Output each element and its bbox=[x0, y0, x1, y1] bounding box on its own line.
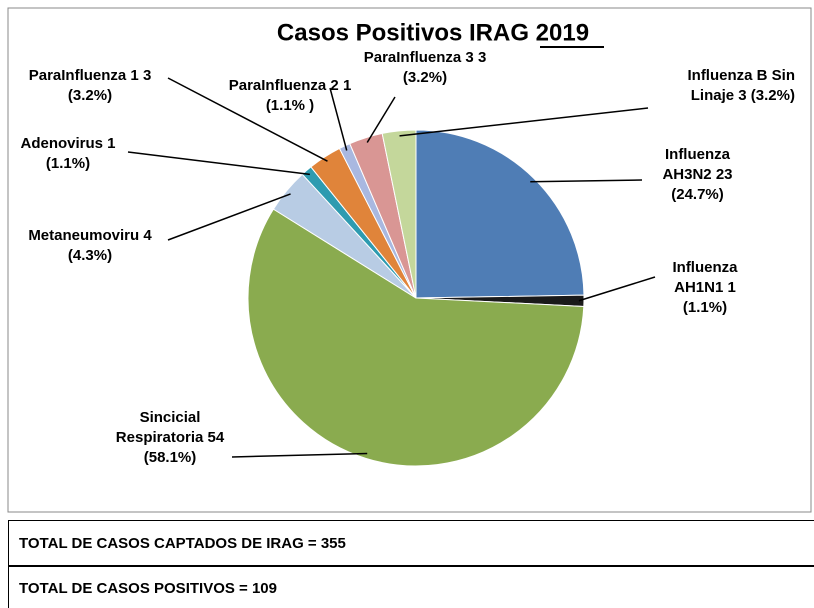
leader-line bbox=[167, 193, 291, 241]
category-label: Influenza AH3N2 bbox=[662, 146, 730, 183]
pie-slice bbox=[381, 129, 417, 299]
slice-label: Metaneumoviru 4 (4.3%) bbox=[10, 226, 170, 266]
category-label: Influenza AH1N1 bbox=[672, 259, 738, 296]
leader-line bbox=[578, 276, 656, 302]
table-row: TOTAL DE CASOS CAPTADOS DE IRAG = 355 bbox=[8, 520, 814, 566]
pie-slice bbox=[247, 208, 585, 467]
category-label: Metaneumoviru bbox=[28, 227, 140, 244]
slice-label: Influenza AH1N1 1 (1.1%) bbox=[650, 258, 760, 318]
category-label: Influenza B Sin Linaje bbox=[687, 67, 795, 104]
category-label: ParaInfluenza 1 bbox=[28, 67, 139, 84]
slice-label: Sincicial Respiratoria 54 (58.1%) bbox=[110, 408, 230, 468]
table-row: TOTAL DE CASOS POSITIVOS = 109 bbox=[8, 566, 814, 608]
slice-label: Adenovirus 1 (1.1%) bbox=[18, 134, 118, 174]
slice-label: ParaInfluenza 2 1 (1.1% ) bbox=[225, 76, 355, 116]
value-label: 54 (58.1%) bbox=[143, 429, 225, 466]
value-label: 3 (3.2%) bbox=[67, 67, 152, 104]
category-label: Sincicial Respiratoria bbox=[115, 409, 204, 446]
leader-line bbox=[399, 107, 649, 137]
slice-label: Influenza B Sin Linaje 3 (3.2%) bbox=[640, 66, 795, 106]
slice-label: ParaInfluenza 3 3 (3.2%) bbox=[360, 48, 490, 88]
leader-line bbox=[530, 179, 643, 183]
value-label: 3 (3.2%) bbox=[402, 49, 487, 86]
value-label: 1 (1.1% ) bbox=[265, 77, 352, 114]
category-label: ParaInfluenza 2 bbox=[228, 77, 339, 94]
slice-label: ParaInfluenza 1 3 (3.2%) bbox=[20, 66, 160, 106]
leader-line bbox=[231, 452, 368, 458]
leader-line bbox=[167, 77, 328, 162]
value-label: 1 (1.1%) bbox=[45, 135, 116, 172]
value-label: 4 (4.3%) bbox=[67, 227, 152, 264]
leader-line bbox=[366, 96, 396, 143]
category-label: ParaInfluenza 3 bbox=[363, 49, 474, 66]
category-label: Adenovirus bbox=[20, 135, 103, 152]
value-label: 1 (1.1%) bbox=[682, 279, 736, 316]
value-label: 3 (3.2%) bbox=[738, 87, 795, 104]
value-label: 23 (24.7%) bbox=[671, 166, 733, 203]
slice-label: Influenza AH3N2 23 (24.7%) bbox=[640, 145, 755, 205]
pie-slice bbox=[415, 129, 585, 299]
chart-title: Casos Positivos IRAG 2019 bbox=[277, 19, 589, 46]
leader-line bbox=[127, 151, 310, 176]
leader-line bbox=[329, 87, 348, 151]
